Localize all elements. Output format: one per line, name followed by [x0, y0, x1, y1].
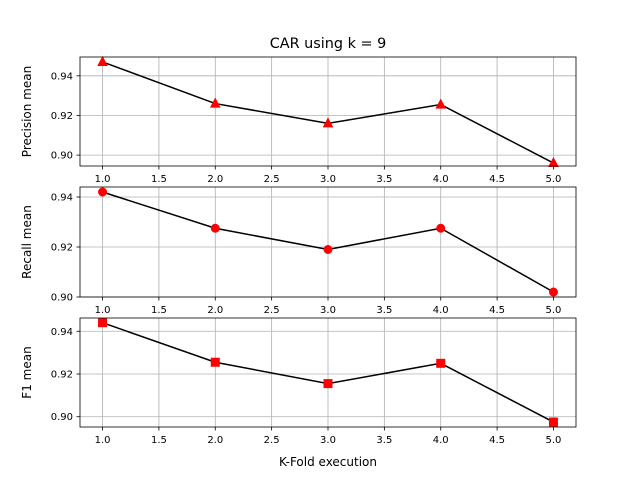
precision-x-tick-label: 5.0: [546, 174, 562, 185]
recall-data-point-4: [436, 223, 446, 233]
precision-x-tick-label: 3.0: [320, 174, 336, 185]
f1-x-tick-label: 3.5: [376, 435, 392, 446]
f1-x-tick-label: 4.5: [489, 435, 505, 446]
f1-y-axis-label: F1 mean: [20, 346, 34, 398]
recall-data-point-2: [210, 223, 220, 233]
f1-x-tick-label: 2.0: [207, 435, 223, 446]
recall-x-tick-label: 3.5: [376, 305, 392, 316]
recall-x-tick-label: 1.0: [95, 305, 111, 316]
recall-data-point-5: [548, 287, 558, 297]
recall-x-tick-label: 4.5: [489, 305, 505, 316]
recall-x-tick-label: 1.5: [151, 305, 167, 316]
precision-x-tick-label: 2.0: [207, 174, 223, 185]
precision-x-tick-label: 4.5: [489, 174, 505, 185]
precision-data-point-3: [322, 117, 334, 128]
f1-x-tick-label: 5.0: [546, 435, 562, 446]
precision-data-point-4: [435, 98, 447, 109]
recall-y-tick-label: 0.92: [51, 243, 73, 254]
x-axis-label: K-Fold execution: [279, 455, 377, 469]
f1-data-point-1: [98, 318, 108, 328]
recall-x-tick-label: 5.0: [546, 305, 562, 316]
precision-y-axis-label: Precision mean: [20, 66, 34, 157]
recall-panel: 1.0 1.5 2.0 2.5 3.0 3.5 4.0 4.5 5.0 0.90 0.92 0.94 R…: [20, 186, 577, 316]
f1-data-point-4: [436, 358, 446, 368]
f1-data-point-3: [323, 379, 333, 389]
f1-panel: 1.0 1.5 2.0 2.5 3.0 3.5 4.0 4.5 5.0 0.90 0.92 0.94 F…: [20, 317, 577, 469]
f1-y-tick-label: 0.92: [51, 369, 73, 380]
f1-y-tick-label: 0.94: [51, 327, 73, 338]
recall-x-tick-label: 2.0: [207, 305, 223, 316]
recall-x-tick-label: 2.5: [264, 305, 280, 316]
precision-x-tick-label: 2.5: [264, 174, 280, 185]
precision-y-tick-label: 0.94: [51, 71, 73, 82]
precision-x-tick-label: 1.5: [151, 174, 167, 185]
precision-x-tick-label: 3.5: [376, 174, 392, 185]
recall-data-point-3: [323, 245, 333, 254]
f1-data-point-5: [548, 417, 558, 427]
recall-y-tick-label: 0.90: [51, 293, 73, 304]
precision-panel: 1.0 1.5 2.0 2.5 3.0 3.5 4.0 4.5 5.0 0.90 0.92 0.94 P…: [20, 55, 577, 185]
f1-x-tick-label: 2.5: [264, 435, 280, 446]
precision-data-point-1: [97, 55, 108, 66]
recall-data-point-1: [98, 187, 108, 197]
recall-x-tick-label: 3.0: [320, 305, 336, 316]
chart-title: CAR using k = 9: [270, 36, 387, 52]
subplots: 1.0 1.5 2.0 2.5 3.0 3.5 4.0 4.5 5.0 0.90 0.92 0.94 P…: [20, 55, 577, 469]
precision-y-tick-label: 0.90: [51, 151, 73, 162]
recall-y-axis-label: Recall mean: [20, 205, 34, 279]
f1-y-tick-label: 0.90: [51, 412, 73, 423]
precision-x-tick-label: 4.0: [433, 174, 449, 185]
f1-x-tick-label: 3.0: [320, 435, 336, 446]
precision-y-tick-label: 0.92: [51, 111, 73, 122]
precision-data-point-2: [209, 97, 221, 108]
precision-x-tick-label: 1.0: [95, 174, 111, 185]
f1-data-point-2: [210, 357, 220, 367]
recall-y-tick-label: 0.94: [51, 193, 73, 204]
f1-x-tick-label: 4.0: [433, 435, 449, 446]
f1-x-tick-label: 1.5: [151, 435, 167, 446]
f1-x-tick-label: 1.0: [95, 435, 111, 446]
recall-x-tick-label: 4.0: [433, 305, 449, 316]
